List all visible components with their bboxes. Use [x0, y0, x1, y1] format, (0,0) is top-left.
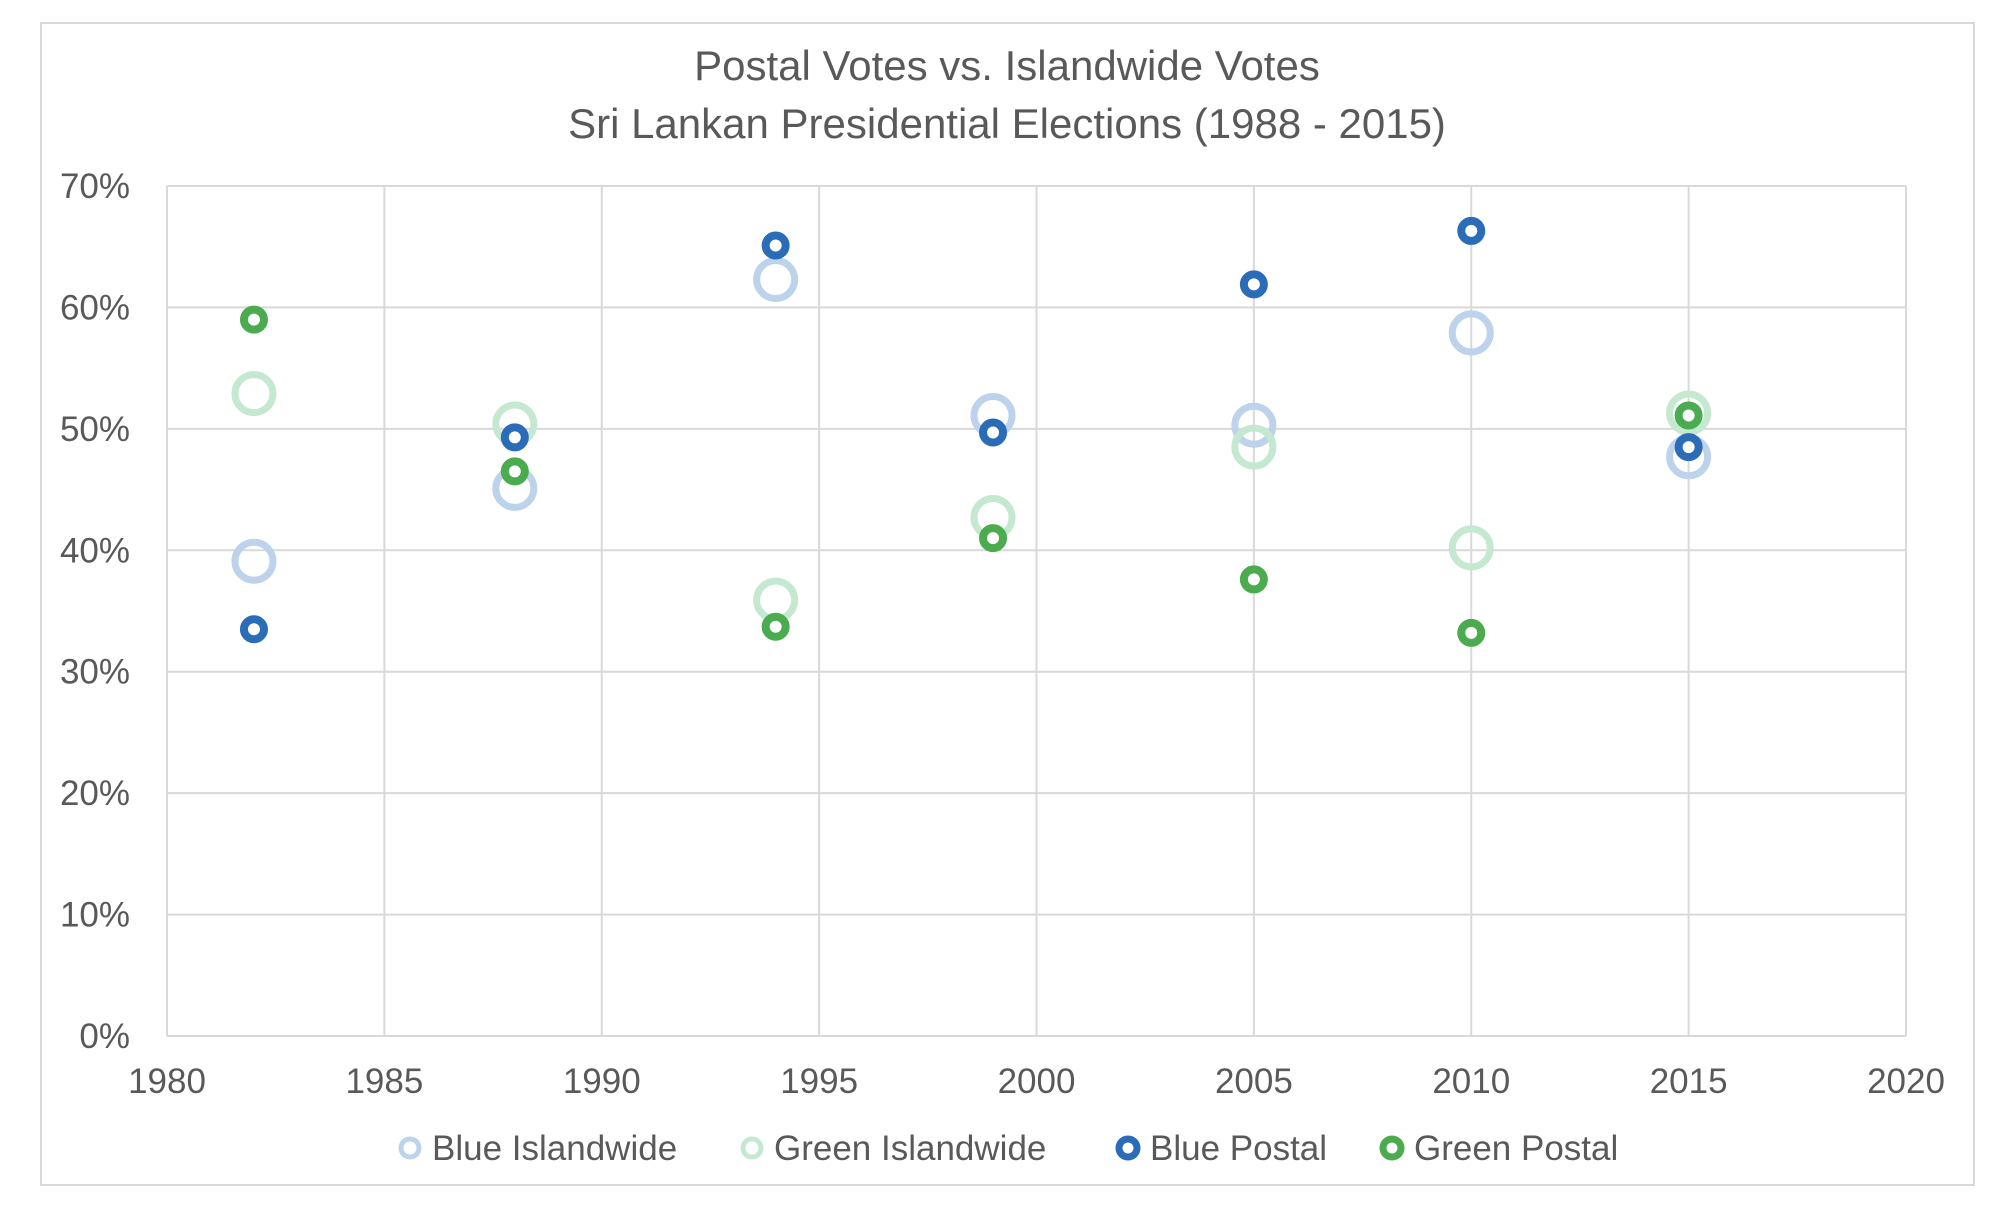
x-tick-label: 1980 [128, 1062, 206, 1101]
grid [166, 185, 1907, 1037]
legend-label: Blue Postal [1150, 1129, 1327, 1168]
x-tick-label: 2000 [998, 1062, 1076, 1101]
chart-frame [40, 22, 1975, 1186]
data-points [231, 216, 1712, 647]
chart-subtitle: Sri Lankan Presidential Elections (1988 … [568, 100, 1446, 147]
y-tick-label: 0% [79, 1017, 130, 1056]
series-green-postal [239, 305, 1703, 647]
y-tick-label: 70% [60, 167, 130, 206]
data-point [1448, 310, 1494, 356]
series-blue-postal [239, 216, 1703, 644]
x-tick-label: 1985 [345, 1062, 423, 1101]
data-point [753, 257, 799, 302]
data-point [1457, 618, 1486, 647]
x-tick-label: 1990 [563, 1062, 641, 1101]
y-axis: 0% 10% 20% 30% 40% 50% 60% 70% [60, 167, 130, 1056]
data-point [1666, 390, 1712, 436]
x-axis: 1980 1985 1990 1995 2000 2005 2010 2015 2020 [128, 1062, 1945, 1101]
y-tick-label: 40% [60, 531, 130, 570]
legend-marker-icon [398, 1136, 422, 1160]
legend-label: Blue Islandwide [432, 1129, 677, 1168]
data-point [231, 538, 277, 584]
data-point [1239, 270, 1268, 299]
data-point [979, 524, 1008, 553]
legend-label: Green Islandwide [774, 1129, 1046, 1168]
legend-item: Blue Postal [1115, 1129, 1327, 1168]
y-tick-label: 20% [60, 774, 130, 813]
legend-marker-icon [1115, 1135, 1141, 1161]
data-point [239, 615, 268, 644]
y-tick-label: 10% [60, 896, 130, 935]
data-point [500, 423, 529, 452]
legend: Blue Islandwide Green Islandwide Blue Post… [398, 1129, 1618, 1168]
data-point [1239, 565, 1268, 594]
chart-title: Postal Votes vs. Islandwide Votes [694, 42, 1320, 89]
x-tick-label: 2010 [1432, 1062, 1510, 1101]
data-point [761, 231, 790, 260]
y-tick-label: 50% [60, 410, 130, 449]
data-point [1231, 402, 1277, 448]
data-point [1674, 433, 1703, 462]
x-tick-label: 2020 [1867, 1062, 1945, 1101]
data-point [1231, 424, 1277, 470]
legend-marker-icon [1379, 1135, 1405, 1161]
legend-marker-icon [740, 1136, 764, 1160]
legend-item: Green Islandwide [740, 1129, 1046, 1168]
x-tick-label: 2005 [1215, 1062, 1293, 1101]
data-point [239, 305, 268, 334]
x-tick-label: 1995 [780, 1062, 858, 1101]
data-point [1457, 216, 1486, 245]
y-tick-label: 60% [60, 288, 130, 327]
series-blue-islandwide [231, 257, 1712, 584]
data-point [979, 418, 1008, 447]
legend-label: Green Postal [1414, 1129, 1618, 1168]
data-point [1674, 401, 1703, 430]
data-point [231, 371, 277, 417]
x-tick-label: 2015 [1650, 1062, 1728, 1101]
data-point [1448, 525, 1494, 571]
data-point [500, 457, 529, 486]
legend-item: Green Postal [1379, 1129, 1618, 1168]
data-point [761, 612, 790, 641]
legend-item: Blue Islandwide [398, 1129, 677, 1168]
y-tick-label: 30% [60, 653, 130, 692]
